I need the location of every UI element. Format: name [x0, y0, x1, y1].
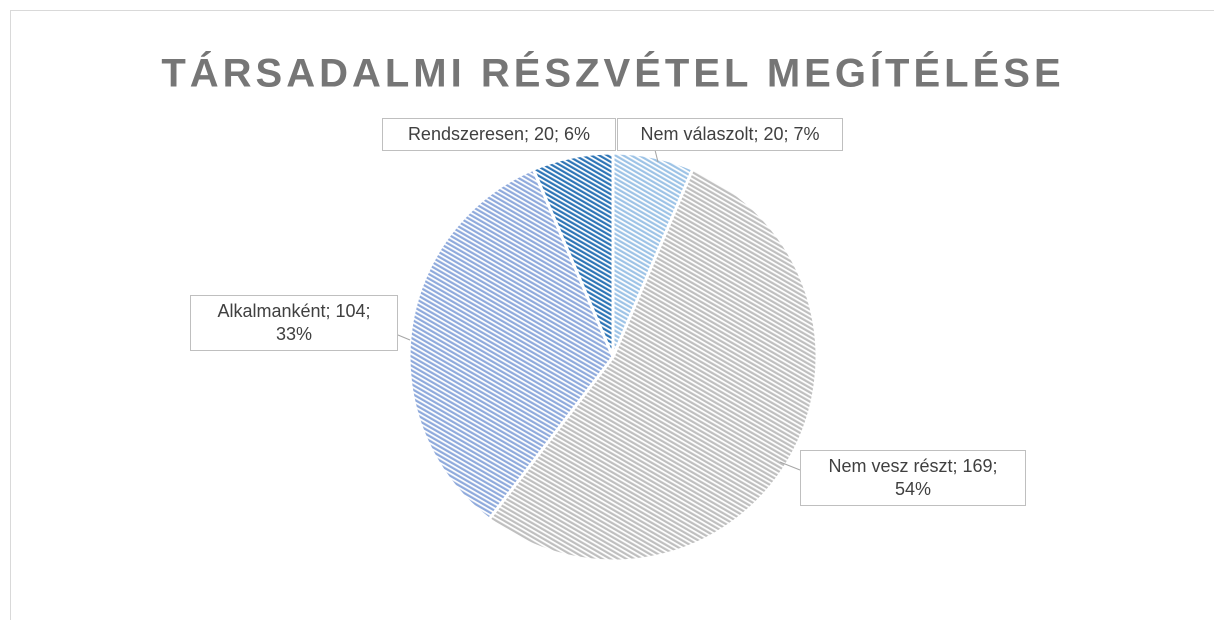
chart-title: TÁRSADALMI RÉSZVÉTEL MEGÍTÉLÉSE: [161, 51, 1064, 96]
data-label: Nem vesz részt; 169; 54%: [800, 450, 1026, 506]
leader-lines: [397, 149, 801, 471]
leader-line: [654, 149, 659, 163]
pie-slice: [531, 151, 615, 358]
data-label: Nem válaszolt; 20; 7%: [617, 118, 843, 151]
chart-border: [10, 10, 1214, 620]
leader-line: [397, 334, 411, 341]
data-label: Rendszeresen; 20; 6%: [382, 118, 616, 151]
pie-slice: [487, 167, 819, 563]
data-label: Alkalmanként; 104; 33%: [190, 295, 398, 351]
leader-line: [779, 461, 801, 471]
pie-slice: [407, 167, 615, 522]
